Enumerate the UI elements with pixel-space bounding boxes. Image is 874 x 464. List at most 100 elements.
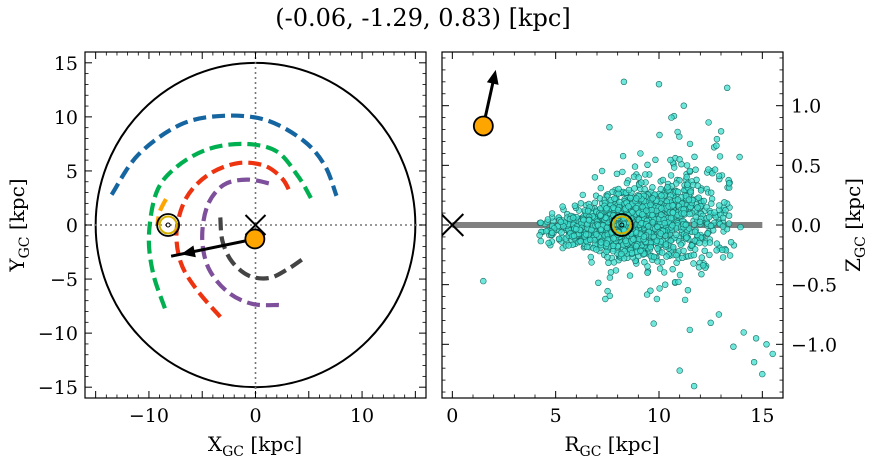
star-point xyxy=(654,223,661,231)
velocity-arrow-head xyxy=(180,245,196,258)
spiral-arm-3 xyxy=(174,160,293,319)
star-point xyxy=(557,218,565,226)
star-point xyxy=(694,204,701,211)
star-point xyxy=(719,214,727,222)
star-point xyxy=(633,195,640,202)
star-point xyxy=(686,326,693,334)
star-point xyxy=(696,218,704,226)
star-point xyxy=(690,221,698,228)
star-point xyxy=(707,319,714,326)
star-point xyxy=(668,114,675,121)
star-point xyxy=(692,166,699,173)
star-point xyxy=(683,162,691,169)
star-point xyxy=(667,172,675,179)
star-point xyxy=(544,216,552,223)
velocity-arrow-head-right xyxy=(486,69,499,85)
ytick-label: 0.0 xyxy=(791,215,821,237)
right-plot-area xyxy=(442,69,776,390)
star-point xyxy=(676,156,683,163)
star-point xyxy=(611,195,618,202)
star-point xyxy=(736,153,743,161)
star-point xyxy=(690,382,698,390)
star-point xyxy=(614,206,622,214)
star-point xyxy=(638,179,645,186)
ytick-label: −0.5 xyxy=(791,275,837,297)
right-xlabel: RGC [kpc] xyxy=(564,432,659,460)
star-point xyxy=(631,163,639,170)
spiral-arm-4 xyxy=(200,177,279,308)
star-point xyxy=(715,202,723,209)
star-point xyxy=(645,223,652,230)
star-point xyxy=(644,161,651,169)
star-point xyxy=(716,153,724,160)
object-marker-right xyxy=(472,115,494,137)
star-point xyxy=(737,223,744,231)
star-point xyxy=(676,367,683,374)
star-point xyxy=(662,241,670,248)
star-point xyxy=(661,281,669,288)
star-point xyxy=(559,203,566,210)
star-point xyxy=(675,278,682,286)
figure-title: (-0.06, -1.29, 0.83) [kpc] xyxy=(275,4,570,32)
star-point xyxy=(591,174,599,181)
star-point xyxy=(670,164,678,171)
star-point xyxy=(545,239,552,247)
ytick-label: −10 xyxy=(38,323,78,345)
star-point xyxy=(669,266,676,273)
star-point xyxy=(631,185,638,192)
star-point xyxy=(654,258,661,265)
star-point xyxy=(597,226,605,233)
star-point xyxy=(641,171,649,178)
star-point xyxy=(632,204,640,212)
star-point xyxy=(676,271,684,279)
right-ticks: 0 5 10 15 −1.0 −0.5 0.0 0.5 1.0 xyxy=(442,52,837,427)
star-point xyxy=(684,287,692,294)
star-point xyxy=(648,211,656,219)
ytick-label: 1.0 xyxy=(791,96,821,118)
star-point xyxy=(537,237,544,245)
star-point xyxy=(691,153,698,161)
star-point xyxy=(698,254,705,261)
star-point xyxy=(677,241,684,248)
star-point xyxy=(713,142,720,149)
ytick-label: 10 xyxy=(54,107,78,129)
star-point xyxy=(537,219,544,226)
xtick-label: 10 xyxy=(350,405,374,427)
star-point xyxy=(629,236,637,243)
star-point xyxy=(585,217,593,224)
star-point xyxy=(587,253,594,261)
star-point xyxy=(591,199,599,206)
star-point xyxy=(769,350,776,358)
star-point xyxy=(644,269,651,276)
star-point xyxy=(653,295,661,303)
star-point xyxy=(579,191,586,199)
star-point xyxy=(718,246,726,254)
star-point xyxy=(715,172,723,180)
star-point xyxy=(740,329,747,336)
ytick-label: −15 xyxy=(38,377,78,399)
star-point xyxy=(639,211,646,218)
star-point xyxy=(657,185,664,193)
star-point xyxy=(582,231,590,238)
ytick-label: 0 xyxy=(66,215,78,237)
star-point xyxy=(691,246,699,253)
sun-dot xyxy=(165,222,171,228)
star-point xyxy=(647,243,654,251)
star-point xyxy=(548,229,556,237)
star-point xyxy=(673,251,680,259)
star-point xyxy=(583,243,591,251)
star-point xyxy=(707,189,715,196)
star-point xyxy=(647,201,654,209)
star-point xyxy=(607,269,615,276)
star-point xyxy=(725,220,733,227)
star-point xyxy=(726,252,734,259)
star-point xyxy=(643,291,651,298)
star-point xyxy=(669,202,676,209)
star-point xyxy=(658,205,665,212)
star-point xyxy=(609,242,617,250)
star-point xyxy=(643,207,650,214)
star-point xyxy=(654,245,661,252)
star-point xyxy=(752,335,760,342)
left-ticks: −10 0 10 −15 −10 −5 0 5 10 15 xyxy=(38,51,427,427)
